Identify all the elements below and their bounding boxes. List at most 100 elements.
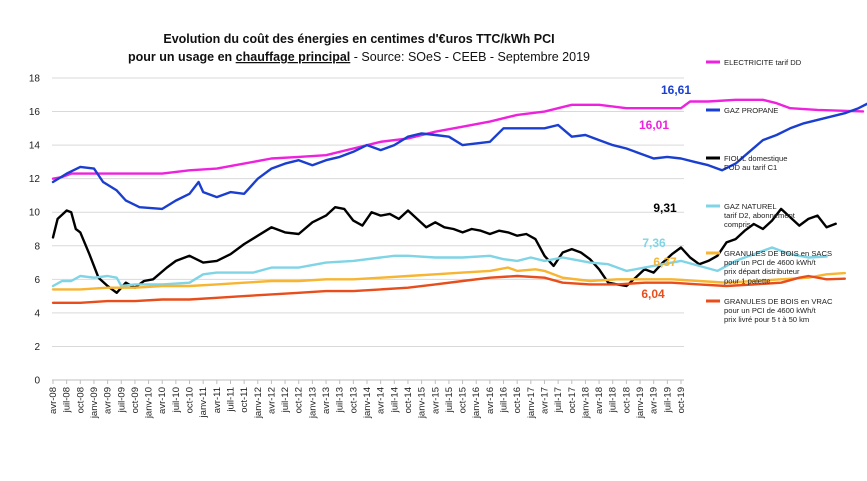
x-tick-label: oct-15	[458, 387, 469, 413]
x-tick-label: janv-09	[89, 387, 100, 419]
x-tick-label: juil-13	[335, 387, 346, 413]
x-tick-label: avr-16	[485, 387, 496, 414]
x-tick-label: oct-09	[130, 387, 141, 413]
y-tick-label: 14	[29, 141, 41, 152]
x-tick-label: juil-19	[662, 387, 673, 413]
x-tick-label: avr-08	[48, 387, 59, 414]
x-tick-label: janv-13	[307, 387, 318, 419]
series-end-label-2: 9,31	[653, 201, 677, 215]
x-tick-label: janv-10	[144, 387, 155, 419]
x-tick-label: avr-09	[103, 387, 114, 414]
series-line-1	[51, 102, 867, 211]
legend-label-line: pour 1 palette	[724, 276, 770, 285]
x-tick-label: janv-11	[198, 387, 209, 418]
chart-title-line1: Evolution du coût des énergies en centim…	[163, 32, 554, 46]
series-end-label-1: 16,61	[661, 83, 691, 97]
x-tick-label: juil-10	[171, 387, 182, 413]
y-tick-label: 4	[34, 308, 40, 319]
x-tick-label: oct-10	[185, 387, 196, 413]
legend-label-line: FOD au tarif C1	[724, 163, 777, 172]
legend-item-1: GAZ PROPANE	[706, 106, 778, 115]
x-tick-label: juil-08	[62, 387, 73, 413]
x-tick-label: juil-17	[553, 387, 564, 413]
x-tick-label: janv-19	[635, 387, 646, 419]
x-tick-label: oct-18	[621, 387, 632, 413]
x-tick-label: oct-14	[403, 387, 414, 413]
grid-lines	[52, 77, 684, 381]
chart-title: Evolution du coût des énergies en centim…	[128, 32, 590, 64]
series-line-5	[51, 274, 846, 304]
legend-label-line: compris	[724, 220, 751, 229]
x-tick-label: juil-14	[389, 387, 400, 413]
legend-label-line: prix départ distributeur	[724, 267, 800, 276]
x-tick-label: oct-12	[294, 387, 305, 413]
y-tick-label: 10	[29, 208, 41, 219]
series-line-2	[51, 206, 837, 294]
x-tick-label: janv-18	[580, 387, 591, 419]
series-line-3	[51, 246, 828, 288]
legend-label-line: GRANULES DE BOIS en VRAC	[724, 297, 833, 306]
legend-label-line: pour un PCI de 4600 kWh/t	[724, 258, 816, 267]
x-tick-label: oct-13	[348, 387, 359, 413]
y-tick-label: 2	[34, 342, 40, 353]
x-tick-label: juil-11	[225, 387, 236, 413]
x-tick-label: oct-11	[239, 387, 250, 413]
chart-title-line2: pour un usage en chauffage principal - S…	[128, 50, 590, 64]
y-tick-label: 18	[29, 74, 41, 85]
x-tick-label: avr-17	[539, 387, 550, 414]
series-end-labels: 16,01 16,61 9,31 7,36 6,37 6,04	[639, 83, 691, 301]
y-tick-label: 6	[34, 275, 40, 286]
x-tick-label: avr-18	[594, 387, 605, 414]
legend-label-line: pour un PCI de 4600 kWh/t	[724, 306, 816, 315]
legend-label-line: GAZ PROPANE	[724, 106, 778, 115]
x-tick-label: janv-16	[471, 387, 482, 419]
x-tick-label: juil-18	[608, 387, 619, 413]
x-tick-label: janv-14	[362, 387, 373, 419]
x-tick-label: juil-16	[499, 387, 510, 413]
x-axis: avr-08 juil-08 oct-08 janv-09 avr-09 juil-09 o…	[48, 380, 687, 419]
series-line-4	[51, 266, 846, 291]
x-tick-label: oct-08	[75, 387, 86, 413]
series-end-label-0: 16,01	[639, 118, 669, 132]
x-tick-label: avr-12	[266, 387, 277, 414]
series-end-label-3: 7,36	[642, 236, 666, 250]
legend-item-0: ELECTRICITE tarif DD	[706, 58, 802, 67]
y-tick-label: 16	[29, 107, 41, 118]
x-tick-label: avr-14	[376, 387, 387, 414]
legend: ELECTRICITE tarif DD GAZ PROPANE FIOUL dom…	[706, 58, 833, 324]
series-line-0	[51, 98, 865, 180]
legend-label-line: prix livré pour 5 t à 50 km	[724, 315, 809, 324]
x-tick-label: avr-19	[649, 387, 660, 414]
x-tick-label: oct-17	[567, 387, 578, 413]
legend-label-line: tarif D2, abonnement	[724, 211, 796, 220]
legend-label-line: FIOUL domestique	[724, 154, 787, 163]
x-tick-label: janv-17	[526, 387, 537, 419]
x-tick-label: oct-16	[512, 387, 523, 413]
chart-title-line2-suffix: - Source: SOeS - CEEB - Septembre 2019	[354, 50, 590, 64]
x-tick-label: janv-12	[253, 387, 264, 419]
series-end-label-4: 6,37	[653, 255, 677, 269]
x-tick-label: juil-15	[444, 387, 455, 413]
x-tick-label: oct-19	[676, 387, 687, 413]
series-end-label-5: 6,04	[641, 287, 665, 301]
y-tick-label: 12	[29, 174, 41, 185]
series-lines	[51, 98, 867, 304]
x-tick-label: avr-15	[430, 387, 441, 414]
y-tick-label: 8	[34, 241, 40, 252]
x-tick-label: juil-12	[280, 387, 291, 413]
chart-title-line2-underlined: chauffage principal	[236, 50, 351, 64]
x-tick-label: avr-11	[212, 387, 223, 413]
y-tick-label: 0	[34, 376, 40, 387]
x-tick-label: avr-13	[321, 387, 332, 414]
chart-title-line2-prefix: pour un usage en	[128, 50, 236, 64]
y-axis: 0 2 4 6 8 10 12 14 16 18	[29, 74, 41, 387]
legend-label-line: ELECTRICITE tarif DD	[724, 58, 802, 67]
x-tick-label: avr-10	[157, 387, 168, 414]
x-tick-label: janv-15	[417, 387, 428, 419]
legend-label-line: GRANULES DE BOIS en SACS	[724, 249, 832, 258]
